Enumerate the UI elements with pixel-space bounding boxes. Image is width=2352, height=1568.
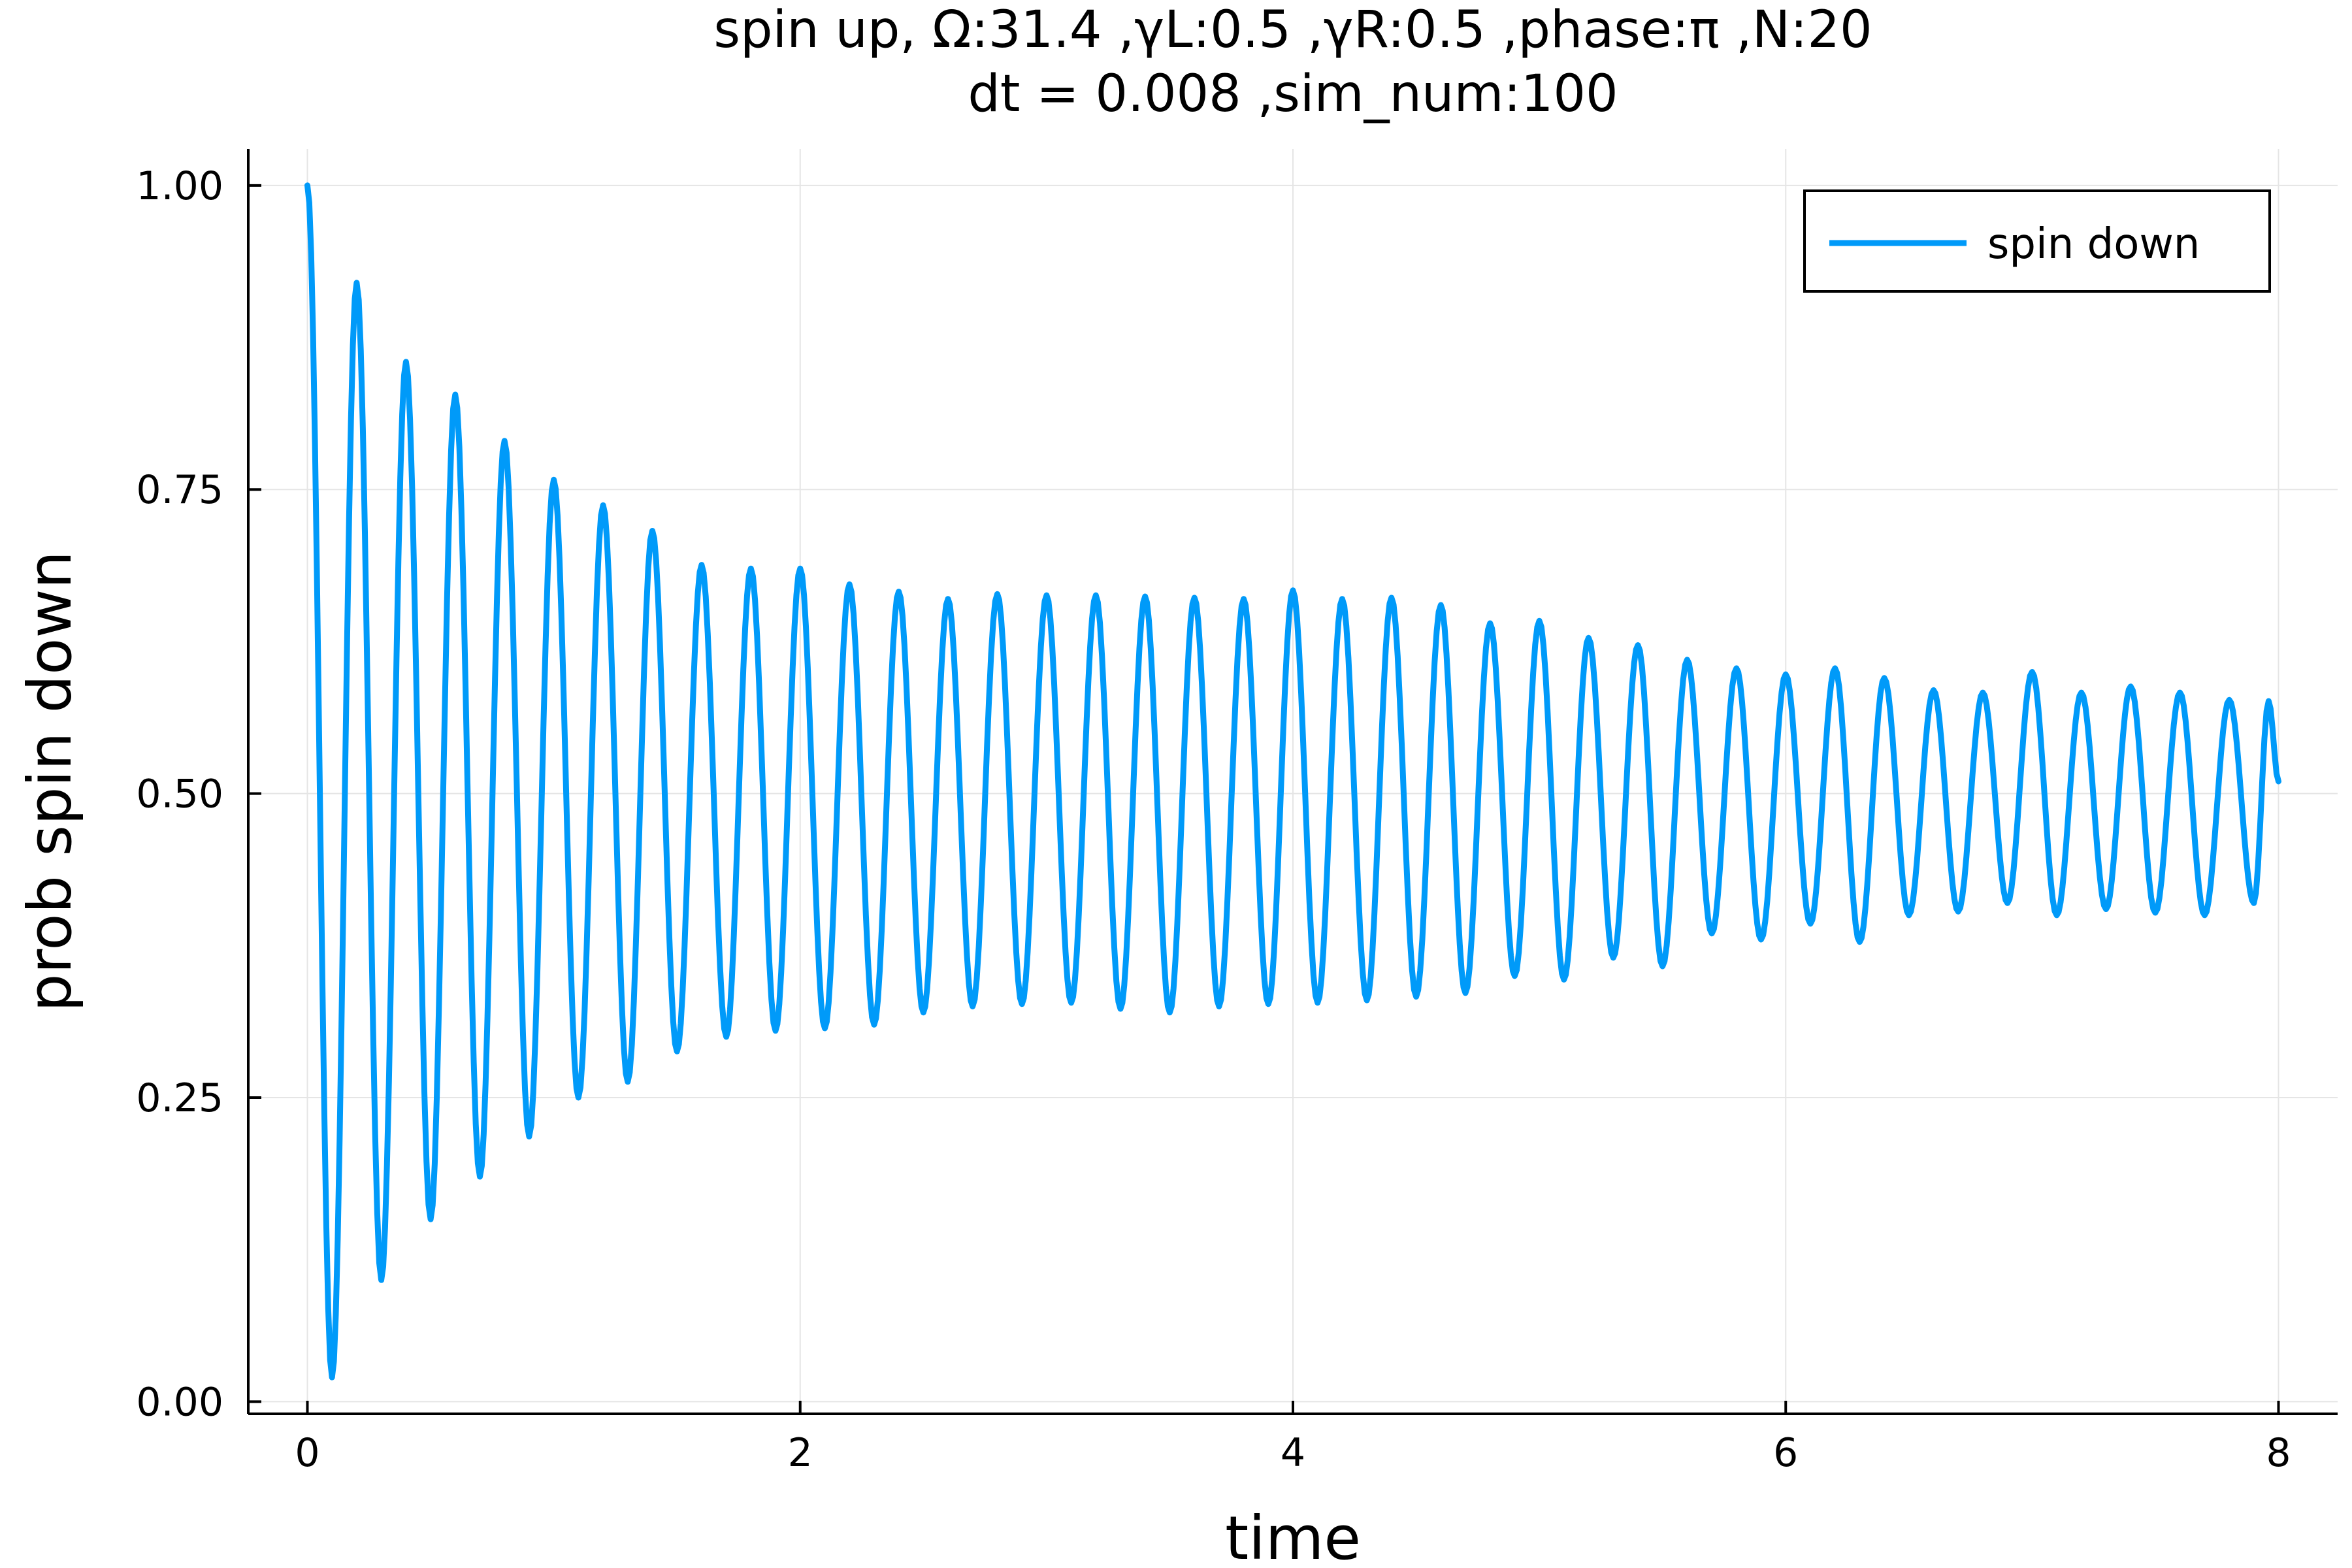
x-axis-title: time: [1225, 1503, 1361, 1568]
y-tick-label: 0.50: [136, 772, 223, 817]
x-tick-label: 6: [1773, 1430, 1798, 1476]
series-layer: [304, 182, 2281, 1380]
chart-title: spin up, Ω:31.4 ,γL:0.5 ,γR:0.5 ,phase:π…: [713, 1, 1872, 59]
x-tick-label: 2: [788, 1430, 813, 1476]
x-tick-label: 4: [1281, 1430, 1305, 1476]
y-tick-label: 1.00: [136, 163, 223, 209]
x-tick-label: 8: [2266, 1430, 2291, 1476]
legend-label: spin down: [1987, 220, 2200, 269]
x-tick-label: 0: [295, 1430, 319, 1476]
x-ticks: 0 2 4 6 8: [295, 1401, 2291, 1476]
chart-subtitle: dt = 0.008 ,sim_num:100: [968, 65, 1618, 123]
y-tick-label: 0.00: [136, 1379, 223, 1425]
series-line-spin-down: [304, 182, 2281, 1380]
y-ticks: 0.00 0.25 0.50 0.75 1.00: [136, 163, 261, 1425]
legend: spin down: [1803, 189, 2271, 293]
y-axis-title: prob spin down: [15, 551, 85, 1012]
y-tick-label: 0.75: [136, 467, 223, 513]
y-tick-label: 0.25: [136, 1075, 223, 1121]
